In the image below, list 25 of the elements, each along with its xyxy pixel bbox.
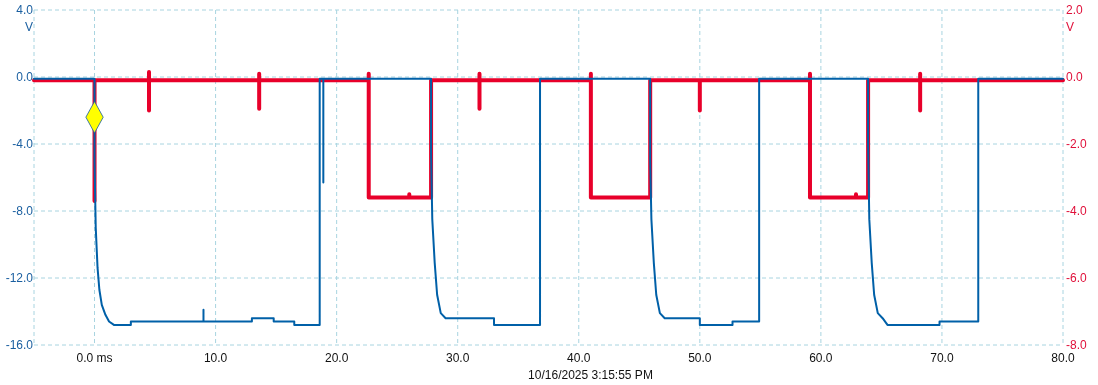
y2-tick-label: 0.0: [1066, 70, 1084, 84]
x-tick-label: 40.0: [567, 351, 591, 365]
y-tick-label: 0.0: [16, 70, 34, 84]
y-tick-label: -12.0: [5, 271, 34, 285]
y-tick-label: 4.0: [16, 3, 34, 17]
x-tick-label: 20.0: [324, 351, 349, 365]
y-tick-label: -8.0: [12, 204, 34, 218]
y2-tick-label: -6.0: [1066, 271, 1087, 285]
x-tick-label: 80.0: [1051, 351, 1075, 365]
x-tick-label: 30.0: [446, 351, 470, 365]
x-tick-label: 10.0: [203, 351, 228, 365]
y2-tick-label: -4.0: [1066, 204, 1087, 218]
x-tick-label: 70.0: [930, 351, 954, 365]
y2-axis-title: V: [1065, 20, 1075, 34]
text: 10/16/2025 3:15:55 PM: [528, 368, 653, 382]
y2-tick-label: -2.0: [1066, 137, 1087, 151]
x-tick-label: 50.0: [688, 351, 712, 365]
y-axis-title: V: [24, 20, 34, 34]
x-tick-label: 0.0 ms: [76, 351, 113, 365]
y-tick-label: -16.0: [5, 338, 34, 352]
x-tick-label: 60.0: [809, 351, 833, 365]
y2-tick-label: -8.0: [1066, 338, 1087, 352]
y2-tick-label: 2.0: [1066, 3, 1084, 17]
line-series: [33, 77, 1064, 326]
y-tick-label: -4.0: [12, 137, 34, 151]
